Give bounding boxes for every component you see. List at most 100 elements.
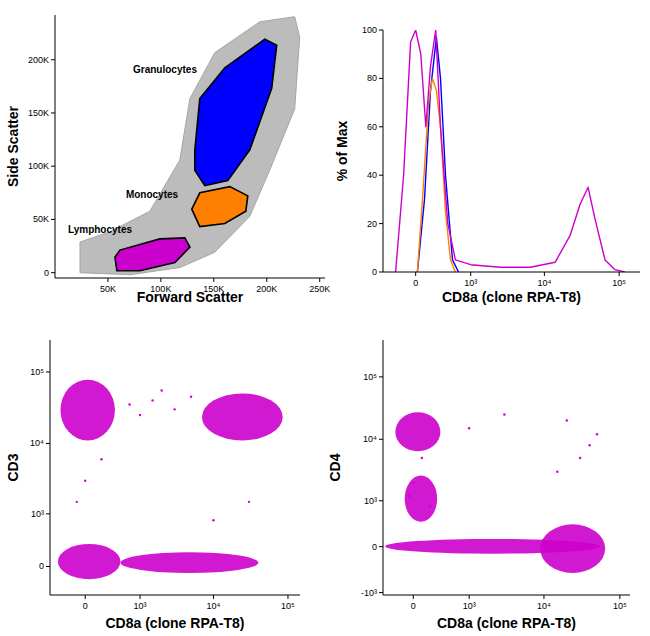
event	[128, 403, 130, 405]
x-tick-label: 250K	[309, 284, 330, 294]
y-tick-label: -10³	[361, 588, 377, 598]
x-tick-label: 0	[413, 278, 418, 288]
y-tick	[379, 500, 383, 501]
y-tick	[51, 112, 55, 113]
y-axis-title: CD4	[327, 453, 343, 481]
y-axis	[383, 340, 384, 595]
y-axis-title: % of Max	[334, 120, 350, 181]
y-tick-label: 0	[39, 561, 44, 571]
y-tick	[379, 376, 383, 377]
y-tick-label: 20	[367, 219, 377, 229]
y-tick	[379, 592, 383, 593]
y-tick-label: 80	[367, 73, 377, 83]
x-tick	[287, 595, 288, 599]
x-tick	[415, 272, 416, 276]
x-tick	[544, 272, 545, 276]
panel: 010³10⁴10⁵010³10⁴10⁵CD8a (clone RPA-T8)C…	[5, 340, 300, 631]
x-tick	[85, 595, 86, 599]
y-tick	[46, 566, 50, 567]
event	[190, 396, 192, 398]
x-tick-label: 10⁴	[537, 601, 551, 611]
y-tick-label: 10⁵	[30, 367, 44, 377]
cell-population	[202, 393, 283, 440]
event	[248, 501, 250, 503]
y-tick	[379, 175, 383, 176]
event	[429, 505, 431, 507]
gate-label: Granulocytes	[133, 64, 197, 75]
panel: 010³10⁴10⁵020406080100CD8a (clone RPA-T8…	[334, 25, 640, 305]
x-axis	[383, 595, 630, 596]
y-tick-label: 0	[372, 542, 377, 552]
histogram-line	[396, 30, 625, 272]
y-tick	[51, 272, 55, 273]
x-tick	[469, 595, 470, 599]
event	[468, 427, 470, 429]
event	[596, 433, 598, 435]
y-tick-label: 60	[367, 122, 377, 132]
y-tick	[46, 443, 50, 444]
event	[151, 399, 153, 401]
x-axis	[383, 272, 640, 273]
y-axis-title: CD3	[5, 453, 21, 481]
x-tick-label: 0	[411, 601, 416, 611]
x-tick-label: 10³	[463, 601, 476, 611]
event	[76, 501, 78, 503]
x-tick	[619, 272, 620, 276]
event	[412, 481, 414, 483]
gate-label: Lymphocytes	[68, 224, 133, 235]
event	[160, 389, 162, 391]
y-tick	[379, 272, 383, 273]
y-tick-label: 10⁴	[30, 438, 44, 448]
y-tick	[46, 513, 50, 514]
y-tick	[51, 166, 55, 167]
event	[408, 495, 410, 497]
event	[212, 519, 214, 521]
gate	[115, 238, 190, 271]
gate-label: Monocytes	[126, 189, 179, 200]
y-tick-label: 40	[367, 170, 377, 180]
y-tick	[379, 223, 383, 224]
y-tick	[379, 546, 383, 547]
y-tick	[379, 126, 383, 127]
event	[566, 419, 568, 421]
plot-area	[80, 17, 300, 275]
cell-population	[120, 552, 258, 573]
x-tick-label: 10⁵	[613, 601, 627, 611]
x-tick-label: 10⁵	[281, 601, 295, 611]
x-axis-title: CD8a (clone RPA-T8)	[106, 615, 245, 631]
event	[100, 458, 102, 460]
y-axis	[50, 340, 51, 595]
panel: 010³10⁴10⁵-10³010³10⁴10⁵CD8a (clone RPA-…	[327, 340, 630, 631]
y-tick-label: 10³	[364, 496, 377, 506]
cell-population	[395, 412, 440, 451]
event	[84, 480, 86, 482]
x-tick-label: 10³	[464, 278, 477, 288]
x-tick-label: 10⁴	[537, 278, 551, 288]
y-tick	[51, 219, 55, 220]
y-tick	[51, 59, 55, 60]
x-tick	[543, 595, 544, 599]
x-tick-label: 10⁴	[207, 601, 221, 611]
figure: GranulocytesMonocytesLymphocytes50K100K1…	[0, 0, 650, 636]
cell-population	[540, 524, 605, 573]
x-tick	[107, 278, 108, 282]
event	[556, 471, 558, 473]
x-axis-title: CD8a (clone RPA-T8)	[442, 289, 581, 305]
cell-population	[405, 476, 437, 522]
x-tick-label: 10³	[134, 601, 147, 611]
event	[588, 444, 590, 446]
x-tick	[266, 278, 267, 282]
y-tick	[46, 371, 50, 372]
x-tick	[319, 278, 320, 282]
x-tick-label: 10⁵	[612, 278, 626, 288]
x-axis	[50, 595, 300, 596]
y-tick-label: 10⁵	[363, 372, 377, 382]
plot-area	[396, 30, 625, 272]
plot-area	[58, 380, 283, 580]
y-tick-label: 200K	[28, 55, 49, 65]
y-tick	[379, 78, 383, 79]
x-tick	[213, 278, 214, 282]
x-axis-title: Forward Scatter	[137, 289, 244, 305]
y-tick-label: 10³	[31, 509, 44, 519]
event	[173, 408, 175, 410]
